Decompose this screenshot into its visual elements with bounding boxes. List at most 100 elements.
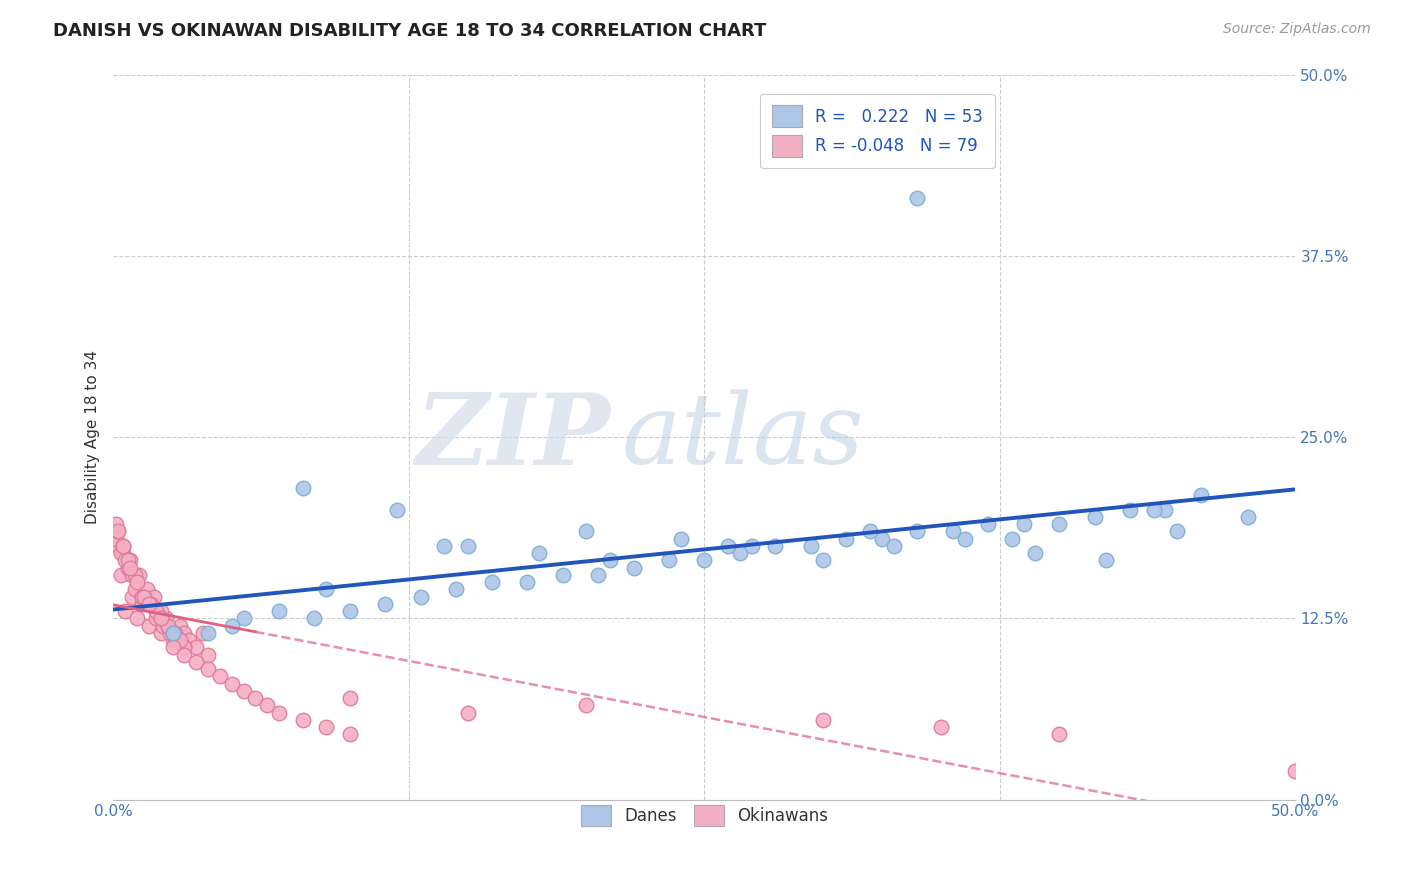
Point <box>104 516 127 531</box>
Point <box>124 567 146 582</box>
Point <box>1284 764 1306 778</box>
Point <box>162 633 184 648</box>
Point <box>457 706 479 720</box>
Point <box>131 597 153 611</box>
Point <box>145 604 167 618</box>
Point <box>131 590 153 604</box>
Point <box>245 691 267 706</box>
Point <box>291 713 314 727</box>
Point <box>905 524 928 539</box>
Point <box>516 574 538 589</box>
Point <box>138 597 160 611</box>
Point <box>121 590 143 604</box>
Point <box>1143 502 1166 516</box>
Point <box>149 611 172 625</box>
Point <box>134 590 156 604</box>
Legend: Danes, Okinawans: Danes, Okinawans <box>572 797 837 835</box>
Y-axis label: Disability Age 18 to 34: Disability Age 18 to 34 <box>86 350 100 524</box>
Point <box>942 524 965 539</box>
Point <box>693 553 716 567</box>
Point <box>135 582 157 597</box>
Point <box>232 683 254 698</box>
Point <box>162 640 184 655</box>
Point <box>977 516 1000 531</box>
Point <box>107 524 129 539</box>
Point <box>156 618 179 632</box>
Point <box>118 553 141 567</box>
Point <box>457 539 479 553</box>
Point <box>221 618 243 632</box>
Point <box>883 539 905 553</box>
Point <box>173 648 195 662</box>
Point <box>446 582 468 597</box>
Point <box>156 618 179 632</box>
Point <box>1001 532 1024 546</box>
Point <box>107 539 129 553</box>
Point <box>811 713 834 727</box>
Point <box>409 590 432 604</box>
Point <box>131 590 153 604</box>
Point <box>162 625 184 640</box>
Point <box>186 640 208 655</box>
Point <box>110 567 132 582</box>
Point <box>267 706 290 720</box>
Point <box>152 618 174 632</box>
Point <box>658 553 681 567</box>
Point <box>197 648 219 662</box>
Point <box>162 625 184 640</box>
Point <box>905 191 928 205</box>
Point <box>339 604 361 618</box>
Point <box>374 597 396 611</box>
Point <box>929 720 952 734</box>
Point <box>111 546 134 560</box>
Text: ZIP: ZIP <box>415 389 610 485</box>
Point <box>117 553 139 567</box>
Point <box>179 633 201 648</box>
Point <box>149 604 172 618</box>
Point <box>155 611 177 625</box>
Point <box>169 633 191 648</box>
Point <box>835 532 858 546</box>
Point <box>111 539 134 553</box>
Point <box>859 524 882 539</box>
Point <box>551 567 574 582</box>
Point <box>623 560 645 574</box>
Point <box>800 539 823 553</box>
Point <box>221 676 243 690</box>
Point <box>339 691 361 706</box>
Point <box>145 604 167 618</box>
Point <box>149 611 172 625</box>
Text: Source: ZipAtlas.com: Source: ZipAtlas.com <box>1223 22 1371 37</box>
Point <box>575 698 598 713</box>
Point <box>1047 516 1070 531</box>
Point <box>162 625 184 640</box>
Point <box>142 590 165 604</box>
Point <box>114 604 136 618</box>
Point <box>315 582 337 597</box>
Point <box>145 611 167 625</box>
Point <box>173 625 195 640</box>
Point <box>173 640 195 655</box>
Point <box>1119 502 1142 516</box>
Point <box>669 532 692 546</box>
Point <box>149 625 172 640</box>
Point <box>114 553 136 567</box>
Point <box>315 720 337 734</box>
Point <box>117 560 139 574</box>
Point <box>173 640 195 655</box>
Point <box>1154 502 1177 516</box>
Point <box>141 597 163 611</box>
Point <box>953 532 976 546</box>
Point <box>717 539 740 553</box>
Point <box>159 625 181 640</box>
Point <box>385 502 408 516</box>
Point <box>481 574 503 589</box>
Point <box>138 597 160 611</box>
Text: atlas: atlas <box>621 390 865 484</box>
Point <box>339 727 361 741</box>
Point <box>586 567 609 582</box>
Text: DANISH VS OKINAWAN DISABILITY AGE 18 TO 34 CORRELATION CHART: DANISH VS OKINAWAN DISABILITY AGE 18 TO … <box>53 22 766 40</box>
Point <box>111 539 134 553</box>
Point <box>138 618 160 632</box>
Point <box>166 633 188 648</box>
